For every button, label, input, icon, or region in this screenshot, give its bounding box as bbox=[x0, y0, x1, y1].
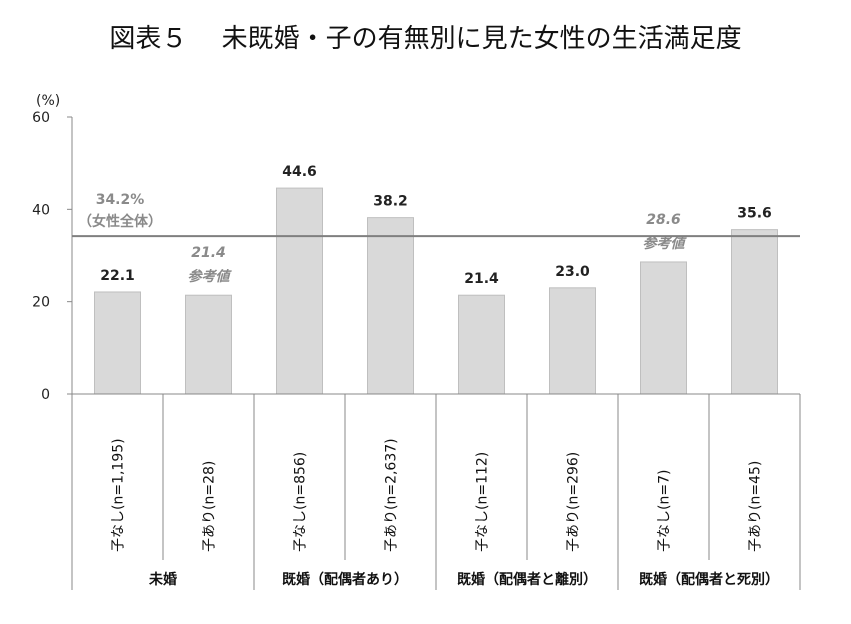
value-label: 23.0 bbox=[555, 264, 590, 280]
group-label: 既婚（配偶者あり） bbox=[282, 571, 408, 588]
bar bbox=[458, 294, 505, 395]
category-label: 子あり(n=2,637) bbox=[384, 438, 400, 552]
bar bbox=[731, 229, 778, 395]
bar bbox=[276, 187, 323, 395]
y-tick-label: 0 bbox=[41, 387, 50, 403]
group-label: 既婚（配偶者と離別） bbox=[457, 571, 597, 588]
value-label: 21.4 bbox=[464, 271, 499, 287]
bar bbox=[367, 217, 414, 395]
category-label: 子なし(n=1,195) bbox=[111, 438, 127, 552]
average-sublabel: （女性全体） bbox=[78, 213, 162, 230]
reference-value-label: 28.6 bbox=[646, 212, 681, 228]
reference-note: 参考値 bbox=[643, 235, 688, 252]
y-tick-label: 40 bbox=[32, 202, 50, 218]
bar bbox=[640, 261, 687, 395]
category-label: 子なし(n=7) bbox=[657, 470, 673, 552]
category-label: 子あり(n=28) bbox=[202, 461, 218, 552]
category-label: 子あり(n=296) bbox=[566, 452, 582, 552]
average-value-label: 34.2% bbox=[96, 192, 145, 208]
bar bbox=[94, 291, 141, 395]
y-unit-label: (%) bbox=[36, 93, 60, 109]
category-label: 子なし(n=112) bbox=[475, 452, 491, 552]
value-label: 44.6 bbox=[282, 164, 317, 180]
value-label: 22.1 bbox=[100, 268, 135, 284]
value-label: 35.6 bbox=[737, 206, 772, 222]
chart-title: 図表５ 未既婚・子の有無別に見た女性の生活満足度 bbox=[109, 24, 742, 54]
y-tick-label: 60 bbox=[32, 110, 50, 126]
bar bbox=[549, 287, 596, 395]
category-label: 子あり(n=45) bbox=[748, 461, 764, 552]
bar bbox=[185, 294, 232, 395]
value-label: 38.2 bbox=[373, 194, 408, 210]
reference-note: 参考値 bbox=[188, 268, 233, 285]
group-label: 未婚 bbox=[149, 571, 177, 588]
group-label: 既婚（配偶者と死別） bbox=[639, 571, 779, 588]
reference-value-label: 21.4 bbox=[191, 245, 226, 261]
y-tick-label: 20 bbox=[32, 295, 50, 311]
category-label: 子なし(n=856) bbox=[293, 452, 309, 552]
